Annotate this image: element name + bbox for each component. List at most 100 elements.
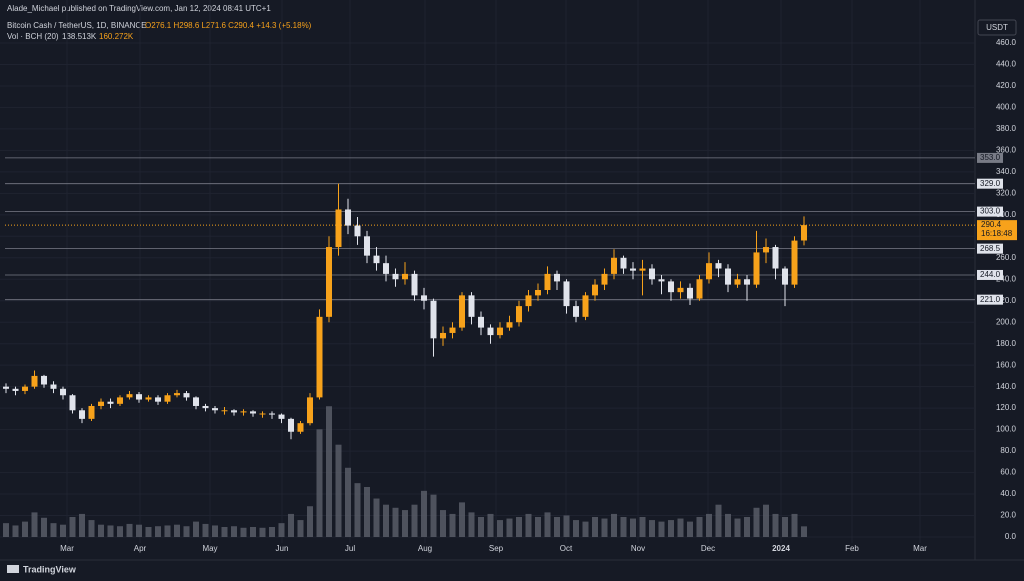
currency[interactable]: USDT [986,23,1008,32]
level-label-box [977,206,1003,217]
y-tick-label: 460.0 [996,38,1017,47]
currency-box[interactable] [977,19,1017,36]
candle-body [782,268,788,285]
candle-body [278,414,285,419]
candle-body [12,388,19,391]
candle-body [592,284,598,296]
candle-body [155,397,161,402]
y-tick-label: 260.0 [996,253,1017,262]
volume-bar [22,521,28,537]
candle-body [687,287,693,299]
volume-bar [240,527,247,537]
volume-bar [763,504,769,537]
volume-bar [620,517,627,537]
volume-bar [497,520,503,537]
x-tick-label: Nov [631,544,645,553]
candle-body [269,413,275,415]
volume-bar [60,524,66,537]
candle-body [316,316,323,398]
level-label-box [977,243,1003,254]
y-tick-label: 160.0 [996,360,1017,369]
x-tick-label: 2024 [772,544,790,553]
volume-bar [601,518,608,537]
candle-body [601,273,608,285]
x-tick-label: Oct [560,544,573,553]
candle-body [259,413,266,415]
candle-body [440,332,446,339]
volume-bar [117,526,123,537]
volume-value: 138.513K [62,32,97,41]
level-label: 221.0 [980,295,1001,304]
volume-bar [3,523,9,537]
y-tick-label: 60.0 [1000,468,1016,477]
candle-body [611,257,617,274]
y-tick-label: 20.0 [1000,511,1016,520]
candle-body [240,411,247,413]
candle-body [459,295,465,328]
candle-body [221,410,228,412]
candle-body [231,410,237,413]
volume-bar [221,527,228,537]
candle-body [791,240,798,285]
volume-bar [364,487,370,537]
candle-body [69,395,76,411]
x-tick-label: Feb [845,544,859,553]
volume-bar [354,483,361,537]
volume-bar [487,513,494,537]
volume-bar [478,517,484,537]
volume-bar [373,498,380,537]
volume-bar [402,510,408,537]
volume-bar [107,525,114,537]
candle-body [706,263,712,280]
candle-body [383,263,389,274]
volume-bar [563,515,570,537]
candle-body [649,268,655,280]
volume-bar [449,513,456,537]
volume-bar [611,513,617,537]
volume-bar [687,521,693,537]
volume-bar [126,523,133,537]
candle-body [801,225,807,241]
volume-bar [155,526,161,537]
candle-body [174,393,180,396]
candle-body [117,397,123,404]
volume-bar [193,521,199,537]
volume-bar [136,524,142,537]
volume-bar [98,524,104,537]
candle-body [297,423,304,432]
volume-bar [592,517,598,537]
x-tick-label: Apr [134,544,147,553]
candle-body [744,279,750,285]
ohlc: O276.1 H298.6 L271.6 C290.4 +14.3 (+5.18… [145,21,312,30]
volume-bar [269,527,275,537]
candle-body [326,247,332,317]
candle-body [164,395,171,402]
volume-bar [782,517,788,537]
volume-bar [288,513,294,537]
volume-bar [440,510,446,537]
candle-body [212,408,218,411]
volume-bar [658,521,665,537]
volume-ma: 160.272K [99,32,134,41]
volume-bar [706,513,712,537]
candle-body [544,273,551,290]
volume-bar [649,520,655,537]
candle-body [449,327,456,333]
volume-bar [250,527,256,537]
candle-body [145,397,152,400]
volume-bar [725,513,731,537]
candle-body [193,397,199,406]
candle-body [136,394,142,400]
y-tick-label: 180.0 [996,339,1017,348]
volume-bar [79,513,85,537]
y-tick-label: 320.0 [996,188,1017,197]
volume-bar [744,517,750,537]
candle-body [41,375,47,385]
volume-bar [326,406,332,537]
volume-bar [677,518,684,537]
candle-body [183,393,190,398]
volume-label: Vol · BCH (20) [7,32,59,41]
candle-body [250,411,256,414]
candle-body [487,327,494,336]
candle-body [753,252,760,285]
